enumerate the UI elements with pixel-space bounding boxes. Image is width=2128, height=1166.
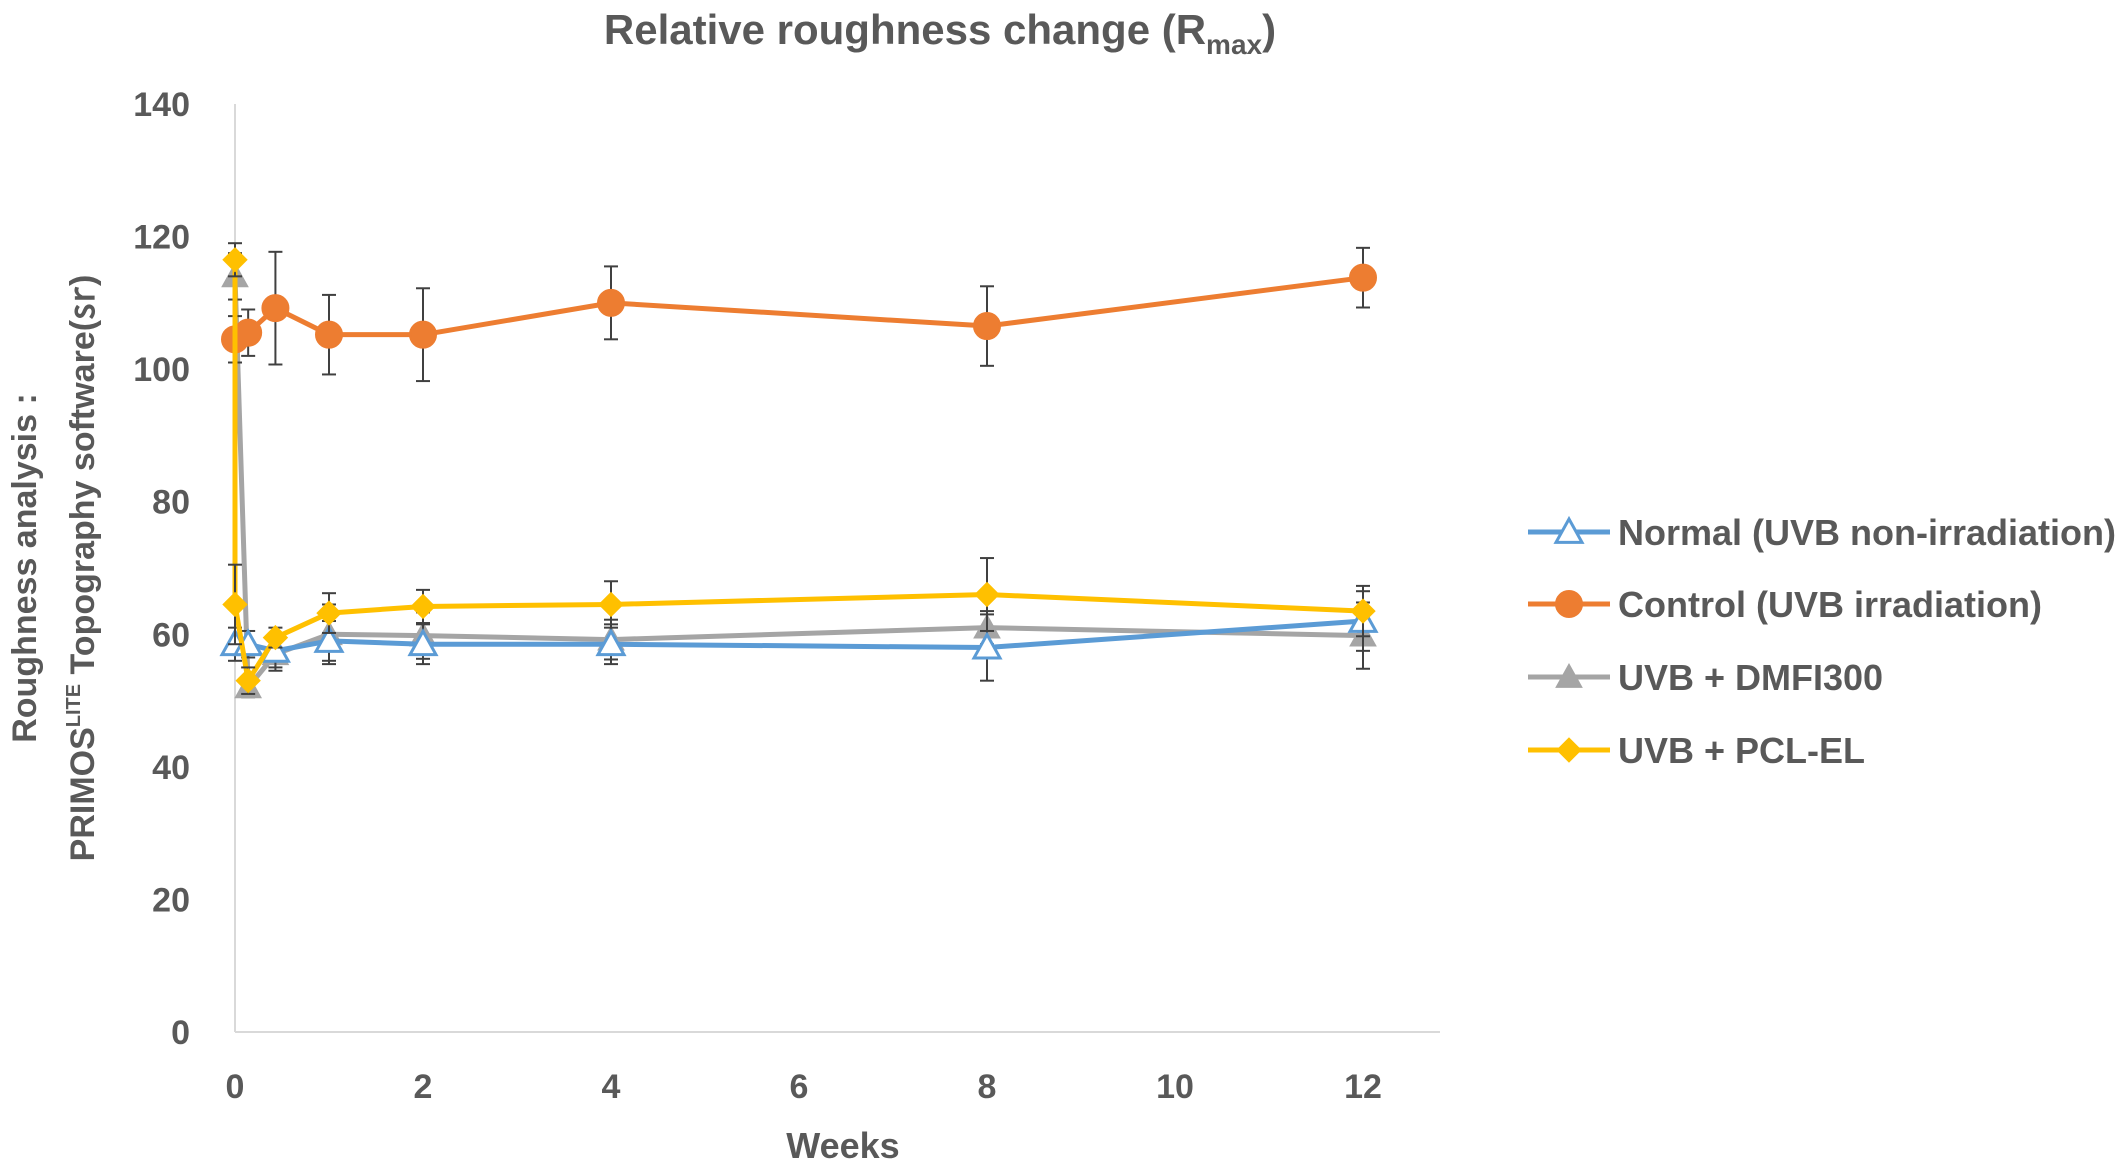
legend-item-0: Normal (UVB non-irradiation) <box>1528 512 2116 553</box>
data-point <box>234 318 263 347</box>
data-point <box>598 591 624 618</box>
series-layer <box>219 242 1379 699</box>
y-axis-label-sup: LITE <box>63 684 85 727</box>
y-tick-label: 80 <box>152 484 190 522</box>
data-point <box>222 591 248 618</box>
data-point <box>410 593 436 620</box>
x-axis-label: Weeks <box>786 1125 899 1166</box>
data-point <box>262 624 289 651</box>
series-line <box>232 259 1364 684</box>
x-tick-label: 0 <box>226 1068 245 1106</box>
legend-label: UVB + DMFI300 <box>1618 657 1883 698</box>
x-tick-label: 4 <box>602 1068 621 1106</box>
data-point <box>971 631 1003 660</box>
x-tick-label: 8 <box>978 1068 997 1106</box>
y-tick-label: 40 <box>152 749 190 787</box>
data-point <box>235 667 261 694</box>
y-axis-label: Roughness analysis : PRIMOSLITE Topograp… <box>6 275 102 862</box>
y-tick-label: 100 <box>133 351 190 389</box>
legend-item-1: Control (UVB irradiation) <box>1528 584 2042 625</box>
data-point <box>595 628 627 657</box>
legend-label: Normal (UVB non-irradiation) <box>1618 512 2116 553</box>
series-line <box>233 275 1364 342</box>
chart-title-close: ) <box>1262 6 1276 53</box>
chart-title-main: Relative roughness change (R <box>604 6 1206 53</box>
y-axis-label-post: Topography software(㏛) <box>64 275 102 684</box>
data-point <box>316 600 342 626</box>
data-point <box>973 312 1001 341</box>
legend-label: UVB + PCL-EL <box>1618 730 1865 771</box>
data-point <box>407 628 439 657</box>
y-axis-label-line1: Roughness analysis : <box>6 393 44 743</box>
chart-title: Relative roughness change (Rmax) <box>604 6 1276 60</box>
x-tick-label: 2 <box>414 1068 433 1106</box>
y-tick-label: 120 <box>133 219 190 257</box>
legend-marker <box>1553 515 1585 544</box>
series-3 <box>222 242 1376 695</box>
plot-area: 0 20 40 60 80 100 120 140 0 2 4 6 8 10 12 <box>133 86 1440 1106</box>
data-point <box>315 320 343 349</box>
x-tick-label: 10 <box>1156 1068 1194 1106</box>
y-axis-label-pre: PRIMOS <box>64 727 102 861</box>
x-tick-label: 12 <box>1344 1068 1382 1106</box>
y-tick-label: 0 <box>171 1014 190 1052</box>
data-point <box>597 288 625 317</box>
x-tick-labels: 0 2 4 6 8 10 12 <box>226 1068 1382 1106</box>
legend-marker <box>1556 737 1582 763</box>
legend: Normal (UVB non-irradiation) Control (UVB… <box>1528 512 2116 771</box>
chart-title-subscript: max <box>1206 29 1262 60</box>
data-point <box>974 581 1000 608</box>
data-point <box>1350 598 1376 624</box>
data-point <box>313 624 345 653</box>
legend-item-2: UVB + DMFI300 <box>1528 657 1883 698</box>
x-tick-label: 6 <box>790 1068 809 1106</box>
y-axis-label-line2: PRIMOSLITE Topography software(㏛) <box>63 275 102 862</box>
y-tick-label: 20 <box>152 881 190 919</box>
data-point <box>1349 263 1377 292</box>
data-point <box>409 320 437 349</box>
legend-marker <box>1555 590 1583 618</box>
data-point <box>222 247 248 273</box>
y-tick-labels: 0 20 40 60 80 100 120 140 <box>133 86 190 1052</box>
data-point <box>261 294 290 323</box>
legend-marker <box>1555 662 1583 688</box>
legend-item-3: UVB + PCL-EL <box>1528 730 1865 771</box>
y-tick-label: 60 <box>152 616 190 654</box>
series-line <box>232 276 1364 690</box>
series-1 <box>221 246 1377 383</box>
y-tick-label: 140 <box>133 86 190 124</box>
legend-label: Control (UVB irradiation) <box>1618 584 2042 625</box>
